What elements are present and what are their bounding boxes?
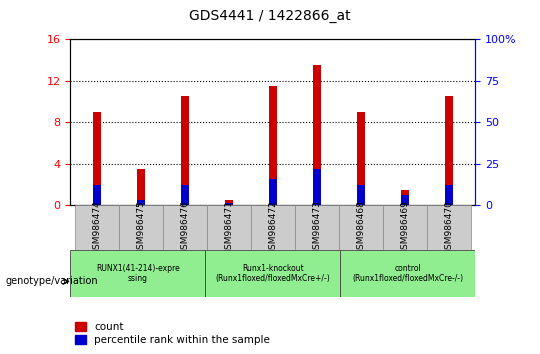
Bar [181, 184, 188, 205]
Bar [313, 169, 321, 205]
Text: GSM986476: GSM986476 [180, 200, 189, 255]
FancyBboxPatch shape [251, 205, 295, 250]
Text: GSM986475: GSM986475 [136, 200, 145, 255]
Text: control
(Runx1floxed/floxedMxCre-/-): control (Runx1floxed/floxedMxCre-/-) [352, 264, 463, 283]
Text: GSM986469: GSM986469 [400, 200, 409, 255]
Bar [445, 96, 453, 205]
Bar [225, 200, 233, 205]
FancyBboxPatch shape [75, 205, 119, 250]
Legend: count, percentile rank within the sample: count, percentile rank within the sample [76, 322, 270, 345]
FancyBboxPatch shape [119, 205, 163, 250]
FancyBboxPatch shape [205, 250, 340, 297]
Bar [269, 86, 276, 205]
Text: genotype/variation: genotype/variation [5, 276, 98, 286]
Text: GSM986473: GSM986473 [312, 200, 321, 255]
FancyBboxPatch shape [427, 205, 471, 250]
Bar [357, 112, 364, 205]
FancyBboxPatch shape [70, 250, 205, 297]
Bar [401, 195, 409, 205]
Bar [445, 184, 453, 205]
FancyBboxPatch shape [340, 250, 475, 297]
Text: GSM986468: GSM986468 [356, 200, 365, 255]
Bar [93, 112, 100, 205]
Text: GSM986474: GSM986474 [92, 200, 101, 255]
Bar [225, 203, 233, 205]
Bar [137, 200, 145, 205]
Bar [313, 65, 321, 205]
FancyBboxPatch shape [163, 205, 207, 250]
Text: RUNX1(41-214)-expre
ssing: RUNX1(41-214)-expre ssing [96, 264, 180, 283]
FancyBboxPatch shape [207, 205, 251, 250]
FancyBboxPatch shape [295, 205, 339, 250]
Bar [181, 96, 188, 205]
Text: GSM986471: GSM986471 [224, 200, 233, 255]
Bar [269, 179, 276, 205]
Text: GSM986470: GSM986470 [444, 200, 453, 255]
Text: GSM986472: GSM986472 [268, 200, 277, 255]
Bar [401, 190, 409, 205]
Text: GDS4441 / 1422866_at: GDS4441 / 1422866_at [189, 9, 351, 23]
FancyBboxPatch shape [339, 205, 383, 250]
Text: Runx1-knockout
(Runx1floxed/floxedMxCre+/-): Runx1-knockout (Runx1floxed/floxedMxCre+… [215, 264, 330, 283]
Bar [93, 184, 100, 205]
Bar [357, 184, 364, 205]
FancyBboxPatch shape [383, 205, 427, 250]
Bar [137, 169, 145, 205]
